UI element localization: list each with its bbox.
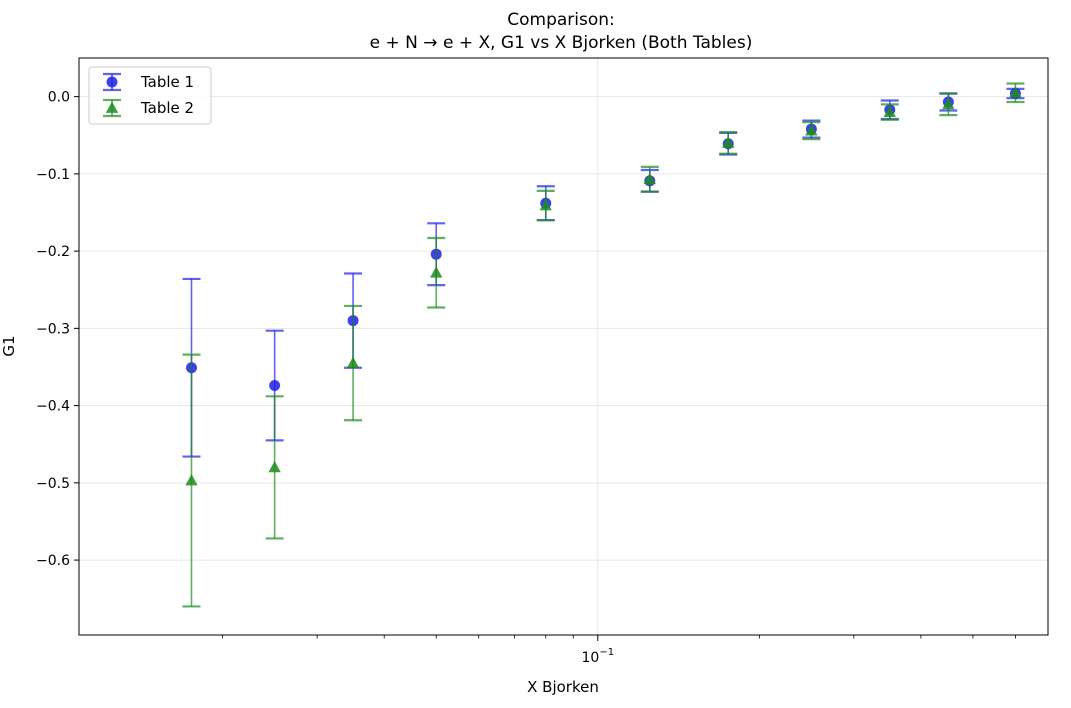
- data-point: [722, 136, 735, 148]
- legend-marker: [105, 101, 119, 113]
- legend-entry: Table 1: [103, 72, 194, 92]
- y-tick-label: −0.3: [36, 321, 70, 337]
- legend-box: [88, 66, 212, 125]
- plot-frame: [78, 57, 1049, 636]
- x-tick-label: 10−1: [581, 647, 614, 666]
- data-point: [1009, 86, 1022, 98]
- data-point: [883, 105, 896, 117]
- chart-title-line-2: e + N → e + X, G1 vs X Bjorken (Both Tab…: [370, 33, 753, 53]
- plot-area: [79, 58, 1048, 635]
- y-tick-label: −0.6: [36, 553, 70, 569]
- data-point: [430, 266, 443, 278]
- y-tick-label: −0.1: [36, 167, 70, 183]
- data-point: [805, 124, 818, 136]
- legend-label: Table 2: [140, 99, 194, 117]
- data-series: [182, 82, 1025, 608]
- y-tick-label: −0.4: [36, 399, 70, 415]
- axis-ticks: 0.0 −0.1 −0.2 −0.3 −0.4 −0.5 −0.6 10−1: [36, 90, 1016, 666]
- legend: Table 1 Table 2: [88, 66, 212, 125]
- data-point: [268, 460, 281, 473]
- legend-entry: Table 2: [103, 98, 194, 118]
- data-point: [539, 199, 552, 211]
- data-point: [269, 380, 281, 392]
- grid-lines: [79, 58, 1048, 635]
- data-point: [643, 172, 656, 185]
- series-table-2: [182, 82, 1025, 608]
- legend-marker: [106, 76, 118, 88]
- x-axis-label: X Bjorken: [527, 678, 599, 696]
- legend-label: Table 1: [140, 73, 194, 91]
- y-tick-label: −0.5: [36, 476, 70, 492]
- chart-title-line-1: Comparison:: [507, 10, 615, 30]
- data-point: [185, 474, 198, 486]
- data-point: [942, 97, 955, 110]
- y-tick-label: −0.2: [36, 244, 70, 260]
- data-point: [346, 356, 360, 368]
- y-tick-label: 0.0: [48, 90, 70, 106]
- y-axis-label: G1: [0, 335, 18, 356]
